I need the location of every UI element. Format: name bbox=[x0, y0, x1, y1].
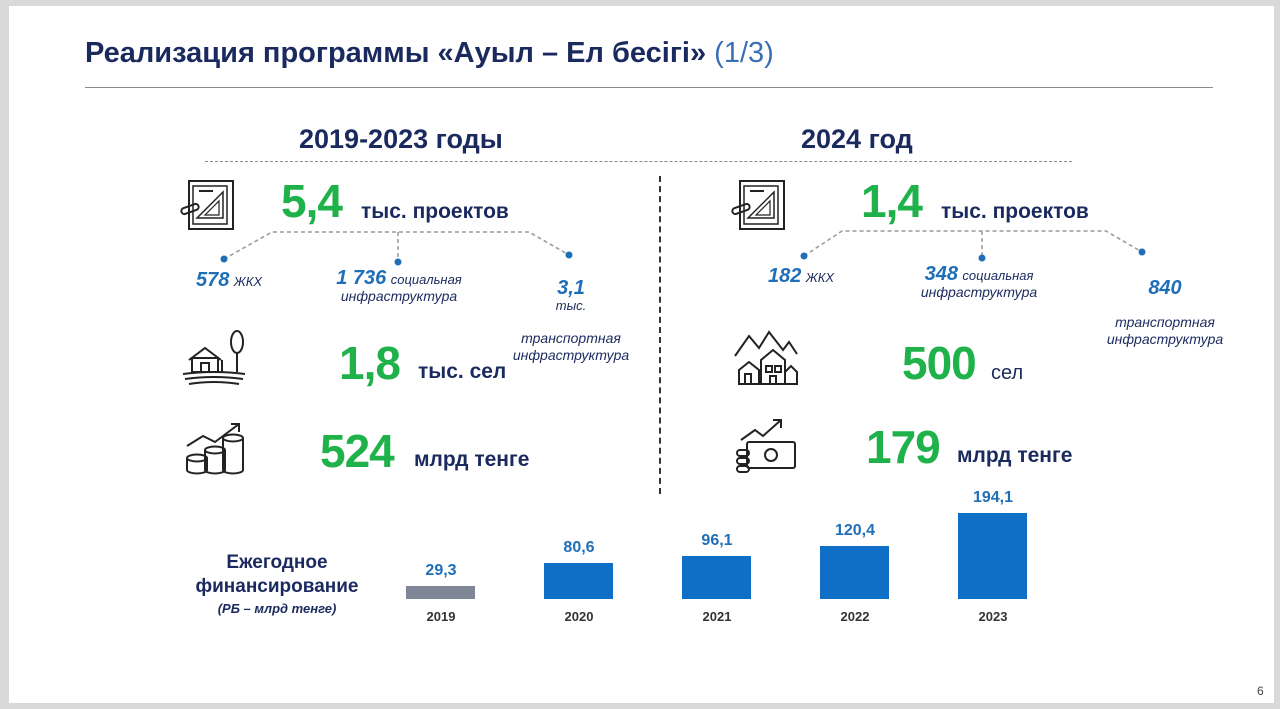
financing-subtitle: (РБ – млрд тенге) bbox=[217, 601, 337, 616]
right-social-label: инфраструктура bbox=[920, 284, 1038, 300]
left-transport-suffix: тыс. bbox=[555, 298, 587, 313]
left-period-heading: 2019-2023 годы bbox=[299, 124, 503, 154]
bar-value-label-2021: 96,1 bbox=[701, 532, 733, 550]
blueprint-document-icon bbox=[730, 178, 788, 239]
left-transport-label: транспортная инфраструктура bbox=[512, 330, 630, 363]
title-part: (1/3) bbox=[714, 37, 774, 69]
left-projects-value: 5,4 bbox=[281, 175, 343, 227]
bar-2020 bbox=[544, 563, 613, 599]
right-housing-number: 182 bbox=[767, 265, 802, 287]
left-breakdown-connector bbox=[220, 231, 573, 266]
left-breakdown-transport: 3,1 тыс. транспортная инфраструктура bbox=[501, 264, 641, 364]
right-breakdown-connector bbox=[800, 230, 1146, 262]
financing-label: Ежегодное финансирование (РБ – млрд тенг… bbox=[177, 551, 377, 616]
left-housing-suffix: ЖКХ bbox=[233, 274, 263, 289]
period-divider bbox=[205, 161, 1072, 162]
bar-category-label-2021: 2021 bbox=[702, 609, 732, 624]
financing-title: Ежегодное финансирование bbox=[195, 552, 359, 597]
bar-category-label-2022: 2022 bbox=[840, 609, 870, 624]
page-title: Реализация программы «Ауыл – Ел бесігі» … bbox=[85, 37, 774, 70]
column-divider bbox=[659, 176, 661, 494]
left-villages-value: 1,8 bbox=[339, 337, 401, 389]
bar-2019 bbox=[406, 586, 475, 599]
left-villages-unit: тыс. сел bbox=[418, 360, 507, 383]
left-social-label: инфраструктура bbox=[340, 288, 458, 304]
bar-category-label-2019: 2019 bbox=[426, 609, 456, 624]
right-breakdown-housing: 182 ЖКХ bbox=[751, 265, 851, 287]
bar-2022 bbox=[820, 545, 889, 599]
right-money-unit: млрд тенге bbox=[957, 444, 1073, 467]
right-projects-unit: тыс. проектов bbox=[941, 200, 1089, 223]
right-breakdown-social: 348 социальная инфраструктура bbox=[889, 263, 1069, 301]
right-housing-suffix: ЖКХ bbox=[805, 270, 835, 285]
right-transport-label: транспортная инфраструктура bbox=[1106, 314, 1224, 347]
left-breakdown-housing: 578 ЖКХ bbox=[179, 269, 279, 291]
bar-category-label-2023: 2023 bbox=[978, 609, 1008, 624]
right-projects-value: 1,4 bbox=[861, 175, 923, 227]
page-number: 6 bbox=[1257, 684, 1264, 698]
bar-value-label-2022: 120,4 bbox=[834, 521, 876, 539]
title-divider bbox=[85, 87, 1213, 88]
title-main: Реализация программы «Ауыл – Ел бесігі» bbox=[85, 37, 707, 69]
slide: Реализация программы «Ауыл – Ел бесігі» … bbox=[9, 6, 1274, 703]
bar-2021 bbox=[682, 556, 751, 599]
left-housing-number: 578 bbox=[195, 269, 230, 291]
bar-2023 bbox=[958, 513, 1027, 599]
money-growth-icon bbox=[733, 414, 799, 479]
left-transport-number: 3,1 bbox=[557, 277, 585, 299]
left-money-unit: млрд тенге bbox=[414, 448, 530, 471]
village-houses-icon bbox=[733, 326, 799, 393]
blueprint-document-icon bbox=[179, 178, 237, 239]
left-money-value: 524 bbox=[320, 425, 395, 477]
bar-category-label-2020: 2020 bbox=[564, 609, 594, 624]
right-breakdown-transport: 840 транспортная инфраструктура bbox=[1095, 264, 1235, 348]
right-social-number: 348 bbox=[924, 263, 958, 285]
left-social-suffix: социальная bbox=[390, 272, 462, 287]
left-projects-unit: тыс. проектов bbox=[361, 200, 509, 223]
left-breakdown-social: 1 736 социальная инфраструктура bbox=[309, 267, 489, 305]
coins-growth-icon bbox=[181, 416, 247, 481]
right-villages-value: 500 bbox=[902, 337, 977, 389]
right-transport-number: 840 bbox=[1148, 277, 1182, 299]
right-social-suffix: социальная bbox=[962, 268, 1034, 283]
bar-value-label-2020: 80,6 bbox=[563, 539, 595, 557]
farm-house-icon bbox=[181, 328, 247, 391]
left-social-number: 1 736 bbox=[336, 267, 387, 289]
bar-value-label-2019: 29,3 bbox=[425, 562, 457, 580]
right-villages-unit: сел bbox=[991, 362, 1024, 384]
right-money-value: 179 bbox=[866, 421, 941, 473]
bar-value-label-2023: 194,1 bbox=[972, 489, 1014, 506]
right-period-heading: 2024 год bbox=[801, 124, 913, 154]
